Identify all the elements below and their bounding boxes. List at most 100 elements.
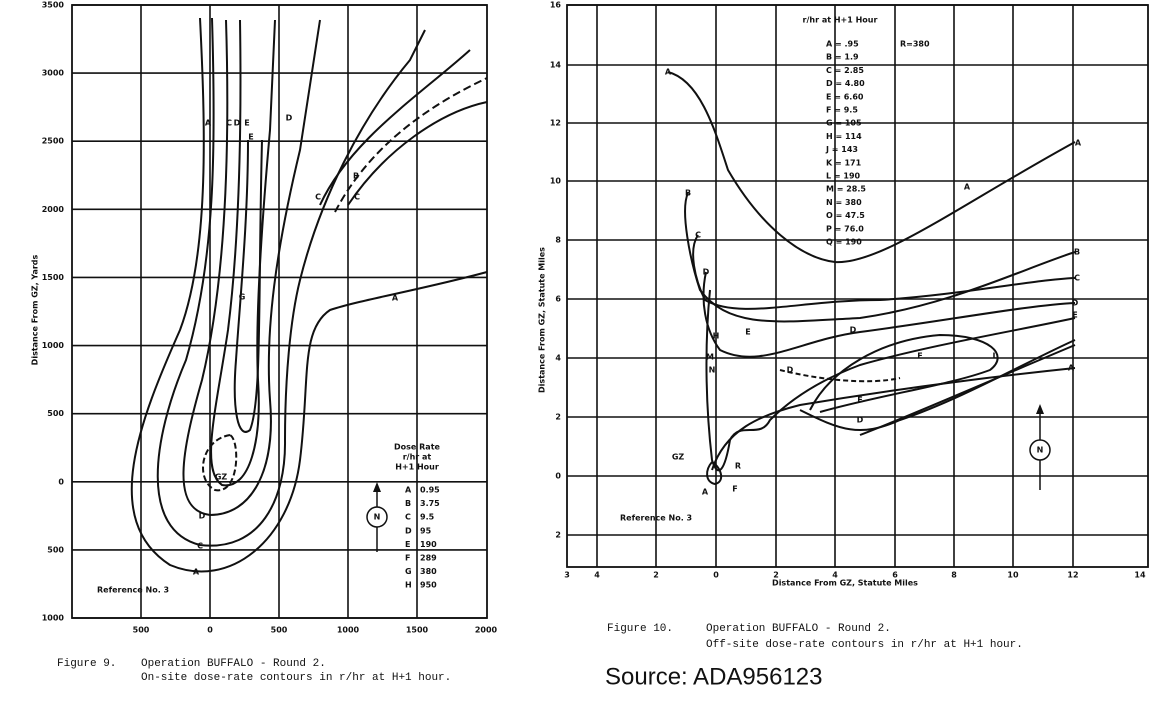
legend-entry: A = .95 [826,40,859,49]
x-tick-label: 3 [564,571,570,580]
caption-number: Figure 10. [607,623,673,635]
legend-key: F [405,554,410,563]
legend-value: 190 [420,540,437,549]
contour-label: M [706,353,714,362]
contour-label: A [1075,139,1082,148]
y-tick-label: 2 [555,413,561,422]
legend-entry: N = 380 [826,198,862,207]
contour [692,234,1076,310]
contour [156,17,426,547]
reference: Reference No. 3 [97,586,169,595]
contour-label: A [205,119,212,128]
legend-key: G [405,567,412,576]
contour-label: GZ [215,473,228,482]
contour [809,333,999,413]
y-tick-label: 500 [47,409,64,418]
x-tick-label: 500 [271,626,288,635]
contour [779,369,901,383]
contour-label: E [857,396,862,405]
contour-label: A [392,294,399,303]
y-tick-label: 0 [555,472,561,481]
legend-entry: D = 4.80 [826,79,865,88]
contour [705,289,1076,472]
x-tick-label: 2000 [475,626,498,635]
y-tick-label: 6 [555,295,561,304]
legend-entry: M = 28.5 [826,185,866,194]
contours-left [130,17,488,573]
x-tick-label: 4 [832,571,838,580]
north-arrow-head [373,482,381,492]
contour-label: E [244,119,249,128]
contour-label: C [1074,274,1080,283]
x-axis-label: Distance From GZ, Statute Miles [772,579,918,588]
plot-frame [71,4,488,619]
contour-label: C [315,193,321,202]
contour-label: N [709,366,716,375]
x-tick-label: 12 [1067,571,1078,580]
y-tick-label: 2000 [42,205,65,214]
contour-label: C [354,193,360,202]
legend-key: D [405,526,412,535]
contour-label: B [1074,248,1080,257]
y-tick-label: 2 [555,531,561,540]
contour-label: D [787,366,794,375]
contour-label: GZ [672,453,685,462]
north-label: N [1037,446,1044,455]
legend-title: r/hr at H+1 Hour [803,16,878,25]
contour-label: D [286,114,293,123]
contour-label: L [992,352,997,361]
legend-entry: C = 2.85 [826,66,864,75]
y-tick-label: 2500 [42,137,65,146]
contour-label: G [239,293,246,302]
contour-label: F [917,352,922,361]
legend-value: 950 [420,581,437,590]
legend-entry: E = 6.60 [826,92,864,101]
contour-label: R [735,462,741,471]
source: Source: ADA956123 [605,663,823,690]
x-tick-label: 2 [653,571,659,580]
contour [130,17,488,573]
y-tick-label: 8 [555,236,561,245]
contour [859,344,1076,436]
contour-label: A [964,183,971,192]
legend-entry: P = 76.0 [826,224,864,233]
caption-line: On-site dose-rate contours in r/hr at H+… [141,672,451,684]
y-tick-label: 0 [58,477,64,486]
y-tick-label: 10 [550,177,562,186]
legend-entry: K = 171 [826,158,862,167]
x-tick-label: 8 [951,571,957,580]
contour-label: D [857,416,864,425]
x-tick-label: 0 [207,626,213,635]
x-tick-label: 500 [133,626,150,635]
y-axis-label: Distance From GZ, Yards [31,254,40,365]
contour-label: D [199,512,206,521]
x-tick-label: 2 [773,571,779,580]
north-circle [366,506,388,528]
x-tick-label: 0 [713,571,719,580]
y-tick-label: 1000 [42,341,65,350]
legend-entry: L = 190 [826,172,861,181]
y-tick-label: 12 [550,119,561,128]
contour [667,71,1076,264]
north-circle [1029,439,1051,461]
contour [684,192,1076,323]
y-tick-label: 16 [550,1,562,10]
contour [202,434,238,492]
x-tick-label: 1000 [337,626,360,635]
contour-label: E [745,328,750,337]
contour-label: D [1072,299,1079,308]
y-tick-label: 4 [555,354,561,363]
legend-entry: J = 143 [825,145,858,154]
x-tick-label: 4 [594,571,600,580]
legend-entry: B = 1.9 [826,53,859,62]
contour-label: D [850,326,857,335]
north-arrow-head [1036,404,1044,414]
contour-label: A [702,488,709,497]
y-tick-label: 500 [47,545,64,554]
legend-value: 289 [420,554,437,563]
contour [182,19,321,517]
legend-key: H [405,581,412,590]
contour-label: C [226,119,232,128]
contour-label: E [248,133,253,142]
